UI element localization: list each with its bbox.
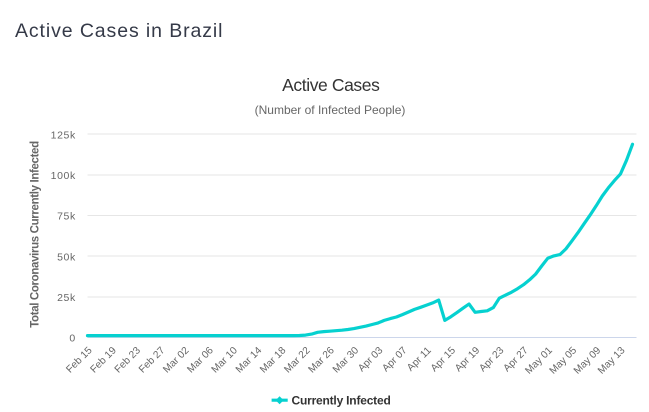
svg-text:Apr 11: Apr 11: [405, 345, 434, 374]
svg-text:Apr 03: Apr 03: [356, 345, 385, 374]
svg-text:Apr 15: Apr 15: [429, 345, 458, 374]
svg-text:Mar 06: Mar 06: [186, 345, 216, 375]
svg-text:Feb 23: Feb 23: [113, 345, 143, 375]
svg-text:Mar 14: Mar 14: [234, 345, 264, 375]
svg-text:0: 0: [69, 333, 75, 345]
svg-text:Currently Infected: Currently Infected: [292, 393, 391, 407]
svg-text:Apr 07: Apr 07: [381, 345, 410, 374]
svg-text:Apr 19: Apr 19: [453, 345, 482, 374]
svg-text:Feb 27: Feb 27: [137, 345, 167, 375]
svg-text:Mar 10: Mar 10: [210, 345, 240, 375]
svg-text:Total Coronavirus Currently In: Total Coronavirus Currently Infected: [30, 141, 42, 328]
svg-text:50k: 50k: [57, 251, 76, 263]
svg-text:Apr 23: Apr 23: [477, 345, 506, 374]
svg-text:Mar 02: Mar 02: [161, 345, 191, 375]
svg-text:75k: 75k: [57, 211, 76, 223]
svg-text:Mar 18: Mar 18: [258, 345, 288, 375]
svg-text:25k: 25k: [57, 292, 76, 304]
svg-text:Mar 26: Mar 26: [307, 345, 337, 375]
svg-text:Feb 15: Feb 15: [64, 345, 94, 375]
svg-text:Feb 19: Feb 19: [89, 345, 119, 375]
svg-text:100k: 100k: [51, 170, 76, 182]
svg-text:Mar 22: Mar 22: [282, 345, 312, 375]
svg-text:(Number of Infected People): (Number of Infected People): [255, 103, 406, 117]
svg-text:Mar 30: Mar 30: [331, 345, 361, 375]
svg-text:Active Cases: Active Cases: [282, 75, 380, 95]
svg-text:125k: 125k: [51, 129, 76, 141]
svg-text:May 13: May 13: [596, 345, 628, 377]
